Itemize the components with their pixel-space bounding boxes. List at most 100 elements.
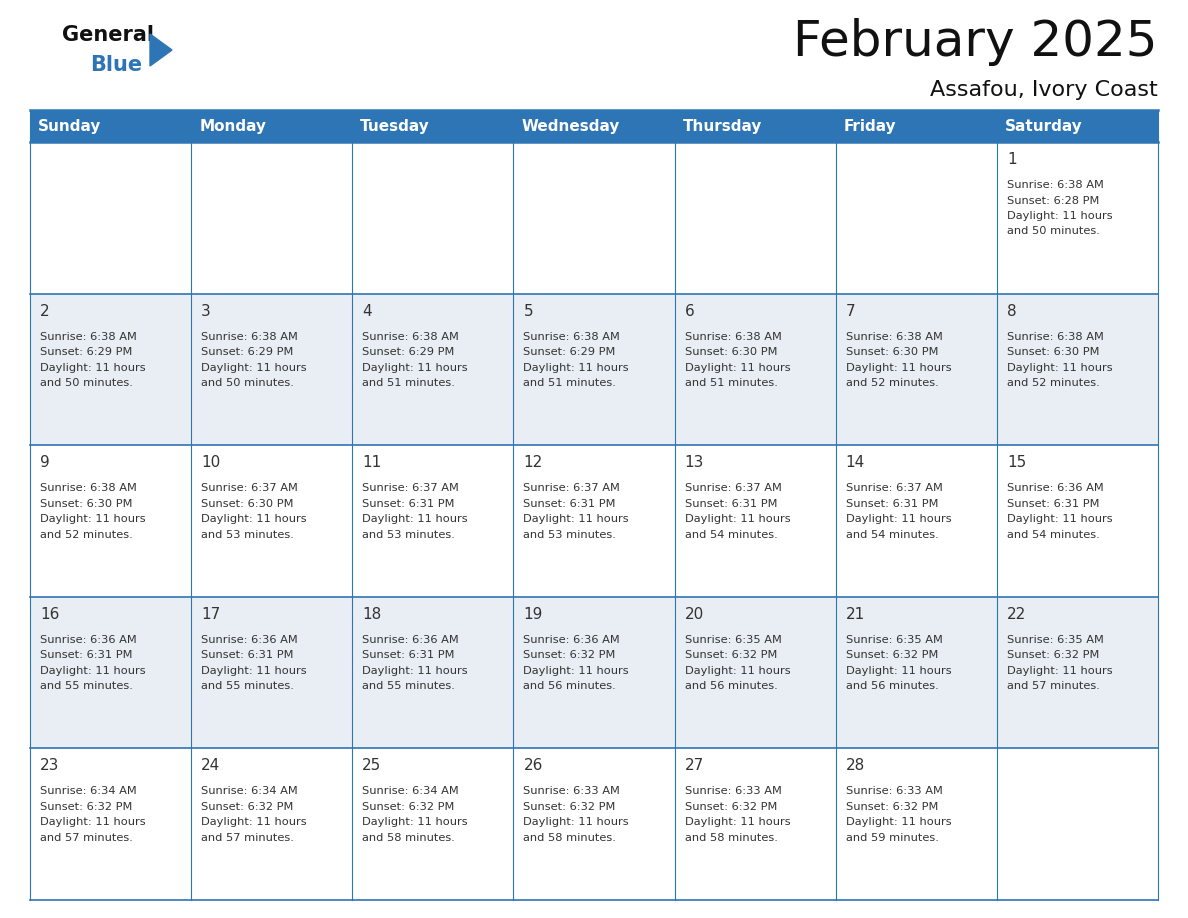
Text: Sunset: 6:30 PM: Sunset: 6:30 PM	[684, 347, 777, 357]
Text: Sunrise: 6:38 AM: Sunrise: 6:38 AM	[201, 331, 298, 341]
Text: Sunset: 6:31 PM: Sunset: 6:31 PM	[201, 650, 293, 660]
Text: Sunset: 6:29 PM: Sunset: 6:29 PM	[524, 347, 615, 357]
Text: Sunset: 6:30 PM: Sunset: 6:30 PM	[846, 347, 939, 357]
Text: and 56 minutes.: and 56 minutes.	[524, 681, 617, 691]
Text: 20: 20	[684, 607, 703, 621]
Text: Sunrise: 6:34 AM: Sunrise: 6:34 AM	[40, 787, 137, 797]
Text: and 50 minutes.: and 50 minutes.	[1007, 227, 1100, 237]
Text: Blue: Blue	[90, 55, 143, 75]
Text: and 57 minutes.: and 57 minutes.	[201, 833, 293, 843]
Bar	[30, 748, 1158, 900]
Text: Sunrise: 6:38 AM: Sunrise: 6:38 AM	[362, 331, 459, 341]
Text: Daylight: 11 hours: Daylight: 11 hours	[362, 363, 468, 373]
Text: Daylight: 11 hours: Daylight: 11 hours	[1007, 514, 1112, 524]
Text: Sunrise: 6:38 AM: Sunrise: 6:38 AM	[1007, 180, 1104, 190]
Text: Sunset: 6:31 PM: Sunset: 6:31 PM	[524, 498, 615, 509]
Text: Sunset: 6:30 PM: Sunset: 6:30 PM	[201, 498, 293, 509]
Text: Sunrise: 6:38 AM: Sunrise: 6:38 AM	[1007, 331, 1104, 341]
Text: Sunset: 6:31 PM: Sunset: 6:31 PM	[362, 498, 455, 509]
Text: Sunrise: 6:35 AM: Sunrise: 6:35 AM	[1007, 635, 1104, 644]
Text: Daylight: 11 hours: Daylight: 11 hours	[362, 817, 468, 827]
Text: 16: 16	[40, 607, 59, 621]
Bar	[30, 142, 1158, 294]
Text: and 56 minutes.: and 56 minutes.	[846, 681, 939, 691]
Text: Sunset: 6:31 PM: Sunset: 6:31 PM	[846, 498, 939, 509]
Text: Sunrise: 6:38 AM: Sunrise: 6:38 AM	[40, 331, 137, 341]
Text: Sunrise: 6:38 AM: Sunrise: 6:38 AM	[846, 331, 942, 341]
Text: Daylight: 11 hours: Daylight: 11 hours	[201, 514, 307, 524]
Text: Sunset: 6:32 PM: Sunset: 6:32 PM	[40, 802, 132, 812]
Text: Daylight: 11 hours: Daylight: 11 hours	[684, 817, 790, 827]
Text: Sunset: 6:28 PM: Sunset: 6:28 PM	[1007, 196, 1099, 206]
Text: Daylight: 11 hours: Daylight: 11 hours	[684, 363, 790, 373]
Text: Sunrise: 6:35 AM: Sunrise: 6:35 AM	[846, 635, 942, 644]
Text: and 50 minutes.: and 50 minutes.	[40, 378, 133, 388]
Bar	[30, 110, 1158, 142]
Text: and 50 minutes.: and 50 minutes.	[201, 378, 293, 388]
Text: Sunrise: 6:33 AM: Sunrise: 6:33 AM	[524, 787, 620, 797]
Text: 8: 8	[1007, 304, 1017, 319]
Text: Friday: Friday	[843, 118, 896, 133]
Text: and 54 minutes.: and 54 minutes.	[684, 530, 777, 540]
Text: Sunrise: 6:36 AM: Sunrise: 6:36 AM	[524, 635, 620, 644]
Bar	[30, 294, 1158, 445]
Text: February 2025: February 2025	[794, 18, 1158, 66]
Text: Sunset: 6:32 PM: Sunset: 6:32 PM	[684, 650, 777, 660]
Text: and 52 minutes.: and 52 minutes.	[40, 530, 133, 540]
Text: 6: 6	[684, 304, 694, 319]
Text: Sunset: 6:31 PM: Sunset: 6:31 PM	[362, 650, 455, 660]
Text: Sunrise: 6:37 AM: Sunrise: 6:37 AM	[524, 483, 620, 493]
Text: 10: 10	[201, 455, 221, 470]
Text: Assafou, Ivory Coast: Assafou, Ivory Coast	[930, 80, 1158, 100]
Bar	[30, 445, 1158, 597]
Text: Daylight: 11 hours: Daylight: 11 hours	[524, 817, 630, 827]
Text: Daylight: 11 hours: Daylight: 11 hours	[1007, 363, 1112, 373]
Text: 15: 15	[1007, 455, 1026, 470]
Text: Daylight: 11 hours: Daylight: 11 hours	[40, 666, 146, 676]
Text: Sunset: 6:32 PM: Sunset: 6:32 PM	[201, 802, 293, 812]
Text: Daylight: 11 hours: Daylight: 11 hours	[846, 363, 952, 373]
Text: Sunrise: 6:36 AM: Sunrise: 6:36 AM	[201, 635, 298, 644]
Text: 4: 4	[362, 304, 372, 319]
Text: Sunset: 6:31 PM: Sunset: 6:31 PM	[684, 498, 777, 509]
Text: Sunset: 6:32 PM: Sunset: 6:32 PM	[684, 802, 777, 812]
Text: Sunrise: 6:35 AM: Sunrise: 6:35 AM	[684, 635, 782, 644]
Text: Daylight: 11 hours: Daylight: 11 hours	[40, 363, 146, 373]
Text: and 53 minutes.: and 53 minutes.	[362, 530, 455, 540]
Text: Sunrise: 6:33 AM: Sunrise: 6:33 AM	[684, 787, 782, 797]
Bar	[30, 597, 1158, 748]
Text: Sunset: 6:31 PM: Sunset: 6:31 PM	[1007, 498, 1099, 509]
Text: 25: 25	[362, 758, 381, 773]
Text: 23: 23	[40, 758, 59, 773]
Text: Daylight: 11 hours: Daylight: 11 hours	[1007, 211, 1112, 221]
Text: Sunset: 6:31 PM: Sunset: 6:31 PM	[40, 650, 133, 660]
Text: Thursday: Thursday	[683, 118, 762, 133]
Text: Daylight: 11 hours: Daylight: 11 hours	[362, 666, 468, 676]
Text: 2: 2	[40, 304, 50, 319]
Text: 18: 18	[362, 607, 381, 621]
Text: and 54 minutes.: and 54 minutes.	[1007, 530, 1100, 540]
Text: and 57 minutes.: and 57 minutes.	[1007, 681, 1100, 691]
Text: 17: 17	[201, 607, 221, 621]
Text: and 53 minutes.: and 53 minutes.	[201, 530, 293, 540]
Text: Sunset: 6:30 PM: Sunset: 6:30 PM	[40, 498, 133, 509]
Text: and 55 minutes.: and 55 minutes.	[201, 681, 293, 691]
Text: 7: 7	[846, 304, 855, 319]
Text: 13: 13	[684, 455, 704, 470]
Text: 12: 12	[524, 455, 543, 470]
Text: 27: 27	[684, 758, 703, 773]
Text: 22: 22	[1007, 607, 1026, 621]
Text: and 56 minutes.: and 56 minutes.	[684, 681, 777, 691]
Text: and 52 minutes.: and 52 minutes.	[846, 378, 939, 388]
Text: Sunset: 6:29 PM: Sunset: 6:29 PM	[201, 347, 293, 357]
Text: Daylight: 11 hours: Daylight: 11 hours	[1007, 666, 1112, 676]
Text: Daylight: 11 hours: Daylight: 11 hours	[524, 363, 630, 373]
Text: Sunrise: 6:38 AM: Sunrise: 6:38 AM	[40, 483, 137, 493]
Text: and 58 minutes.: and 58 minutes.	[524, 833, 617, 843]
Text: Sunset: 6:32 PM: Sunset: 6:32 PM	[524, 650, 615, 660]
Text: Wednesday: Wednesday	[522, 118, 620, 133]
Text: Daylight: 11 hours: Daylight: 11 hours	[524, 666, 630, 676]
Text: 21: 21	[846, 607, 865, 621]
Text: and 51 minutes.: and 51 minutes.	[362, 378, 455, 388]
Text: Daylight: 11 hours: Daylight: 11 hours	[684, 514, 790, 524]
